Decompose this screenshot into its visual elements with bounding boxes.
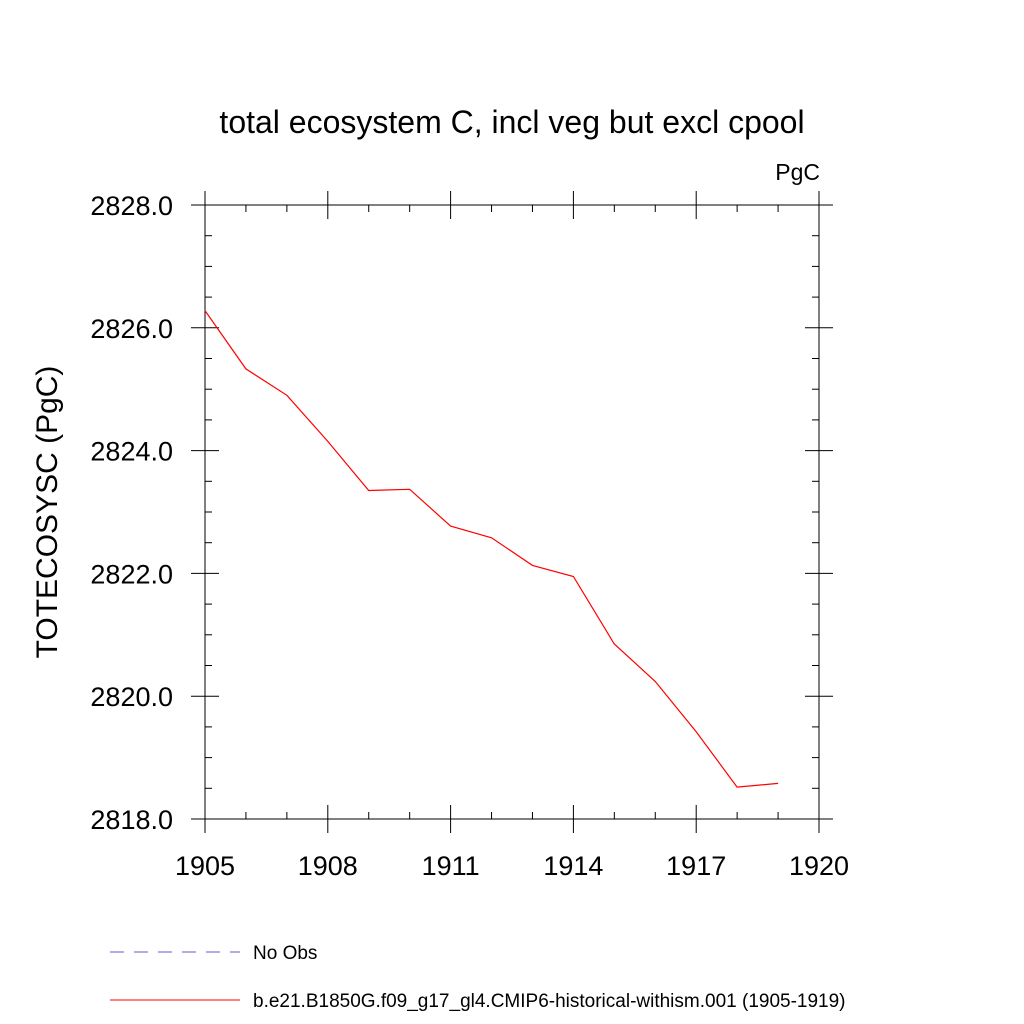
y-tick-labels: 2818.0 2820.0 2822.0 2824.0 2826.0 2828.0: [90, 191, 173, 835]
x-tick-label: 1920: [789, 851, 849, 881]
x-tick-label: 1911: [422, 851, 480, 881]
y-tick-label: 2820.0: [90, 682, 173, 712]
y-tick-label: 2822.0: [90, 559, 173, 589]
x-tick-label: 1914: [543, 851, 603, 881]
axis-ticks: [191, 191, 833, 833]
y-axis-label: TOTECOSYSC (PgC): [31, 366, 64, 659]
series-lines: [204, 310, 779, 788]
x-tick-labels: 1905 1908 1911 1914 1917 1920: [175, 851, 849, 881]
x-tick-label: 1917: [666, 851, 726, 881]
y-tick-label: 2824.0: [90, 437, 173, 467]
series-line: [204, 310, 779, 788]
units-label: PgC: [775, 159, 820, 185]
y-tick-label: 2826.0: [90, 314, 173, 344]
x-tick-label: 1905: [175, 851, 235, 881]
y-tick-label: 2828.0: [90, 191, 173, 221]
legend: No Obs b.e21.B1850G.f09_g17_gl4.CMIP6-his…: [110, 943, 846, 1012]
legend-label: b.e21.B1850G.f09_g17_gl4.CMIP6-historica…: [253, 991, 846, 1012]
y-tick-label: 2818.0: [90, 805, 173, 835]
plot-frame: [204, 204, 820, 820]
legend-label: No Obs: [253, 943, 317, 964]
x-tick-label: 1908: [298, 851, 358, 881]
chart-title: total ecosystem C, incl veg but excl cpo…: [219, 104, 804, 140]
